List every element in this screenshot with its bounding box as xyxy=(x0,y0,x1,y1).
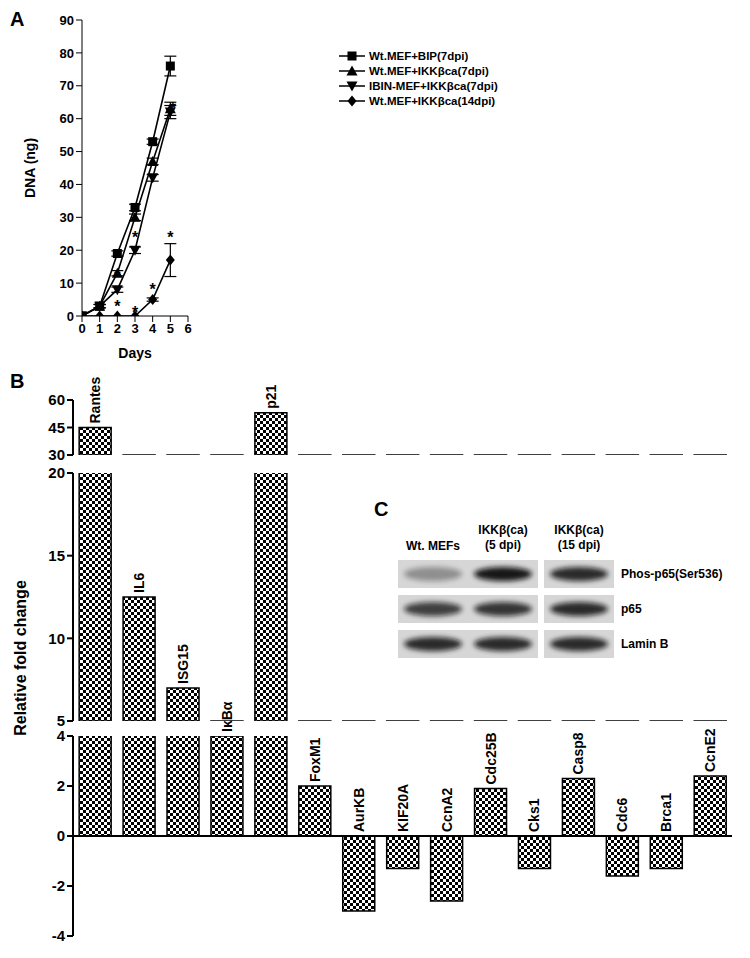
svg-text:IL6: IL6 xyxy=(131,573,147,593)
svg-text:p65: p65 xyxy=(621,602,642,616)
svg-text:3: 3 xyxy=(131,321,138,336)
svg-text:*: * xyxy=(114,298,121,315)
svg-text:*: * xyxy=(167,229,174,246)
svg-text:AurKB: AurKB xyxy=(351,788,367,832)
svg-text:Casp8: Casp8 xyxy=(570,732,586,774)
svg-text:-2: -2 xyxy=(52,877,65,894)
svg-text:1: 1 xyxy=(96,321,103,336)
html-text:Wt.MEF+BIP(7dpi): Wt.MEF+BIP(7dpi) xyxy=(369,49,469,62)
svg-text:*: * xyxy=(170,100,177,117)
svg-text:5: 5 xyxy=(167,321,174,336)
svg-text:70: 70 xyxy=(60,78,74,93)
svg-text:CcnE2: CcnE2 xyxy=(702,728,718,772)
svg-text:5: 5 xyxy=(57,712,65,729)
svg-text:C: C xyxy=(374,498,388,520)
svg-text:0: 0 xyxy=(57,827,65,844)
svg-text:Rantes: Rantes xyxy=(87,377,103,424)
svg-text:Days: Days xyxy=(118,345,152,361)
svg-text:4: 4 xyxy=(57,727,66,744)
svg-text:KIF20A: KIF20A xyxy=(395,784,411,832)
svg-text:Phos-p65(Ser536): Phos-p65(Ser536) xyxy=(621,567,722,581)
svg-text:*: * xyxy=(150,281,157,298)
svg-text:Relative fold change: Relative fold change xyxy=(12,580,29,736)
svg-text:10: 10 xyxy=(60,276,74,291)
html-text:IBIN-MEF+IKKβca(7dpi): IBIN-MEF+IKKβca(7dpi) xyxy=(369,79,498,92)
svg-text:Wt. MEFs: Wt. MEFs xyxy=(406,539,460,553)
svg-text:*: * xyxy=(132,304,139,321)
svg-text:60: 60 xyxy=(60,111,74,126)
svg-text:-4: -4 xyxy=(52,927,66,944)
svg-text:10: 10 xyxy=(48,630,65,647)
svg-text:ISG15: ISG15 xyxy=(175,644,191,684)
svg-text:IKKβ(ca)(15 dpi): IKKβ(ca)(15 dpi) xyxy=(554,523,603,552)
svg-text:IKKβ(ca)(5 dpi): IKKβ(ca)(5 dpi) xyxy=(478,523,527,552)
svg-text:20: 20 xyxy=(48,464,65,481)
svg-text:Cdc25B: Cdc25B xyxy=(483,732,499,784)
svg-text:FoxM1: FoxM1 xyxy=(307,737,323,782)
svg-text:2: 2 xyxy=(57,777,65,794)
svg-text:80: 80 xyxy=(60,46,74,61)
svg-text:30: 30 xyxy=(48,446,65,463)
svg-text:p21: p21 xyxy=(263,384,279,408)
svg-text:90: 90 xyxy=(60,13,74,28)
html-text:B: B xyxy=(10,370,25,392)
html-text:A: A xyxy=(10,8,25,30)
svg-text:Brca1: Brca1 xyxy=(658,793,674,832)
html-text:Wt.MEF+IKKβca(7dpi): Wt.MEF+IKKβca(7dpi) xyxy=(369,64,489,77)
svg-text:40: 40 xyxy=(60,177,74,192)
svg-text:50: 50 xyxy=(60,144,74,159)
svg-text:15: 15 xyxy=(48,547,65,564)
svg-text:20: 20 xyxy=(60,243,74,258)
svg-text:4: 4 xyxy=(149,321,157,336)
svg-text:*: * xyxy=(114,268,121,285)
svg-text:60: 60 xyxy=(48,391,65,408)
svg-text:0: 0 xyxy=(78,321,85,336)
html-text:Wt.MEF+IKKβca(14dpi): Wt.MEF+IKKβca(14dpi) xyxy=(369,94,496,107)
svg-text:IκBα: IκBα xyxy=(219,701,235,732)
svg-text:2: 2 xyxy=(114,321,121,336)
svg-text:CcnA2: CcnA2 xyxy=(439,787,455,832)
svg-text:45: 45 xyxy=(48,419,65,436)
svg-text:6: 6 xyxy=(184,321,191,336)
svg-text:Cdc6: Cdc6 xyxy=(614,798,630,832)
svg-text:Lamin B: Lamin B xyxy=(621,637,669,651)
svg-text:*: * xyxy=(132,229,139,246)
svg-text:0: 0 xyxy=(67,309,74,324)
svg-text:30: 30 xyxy=(60,210,74,225)
svg-text:DNA (ng): DNA (ng) xyxy=(22,138,38,198)
svg-text:Cks1: Cks1 xyxy=(526,798,542,832)
